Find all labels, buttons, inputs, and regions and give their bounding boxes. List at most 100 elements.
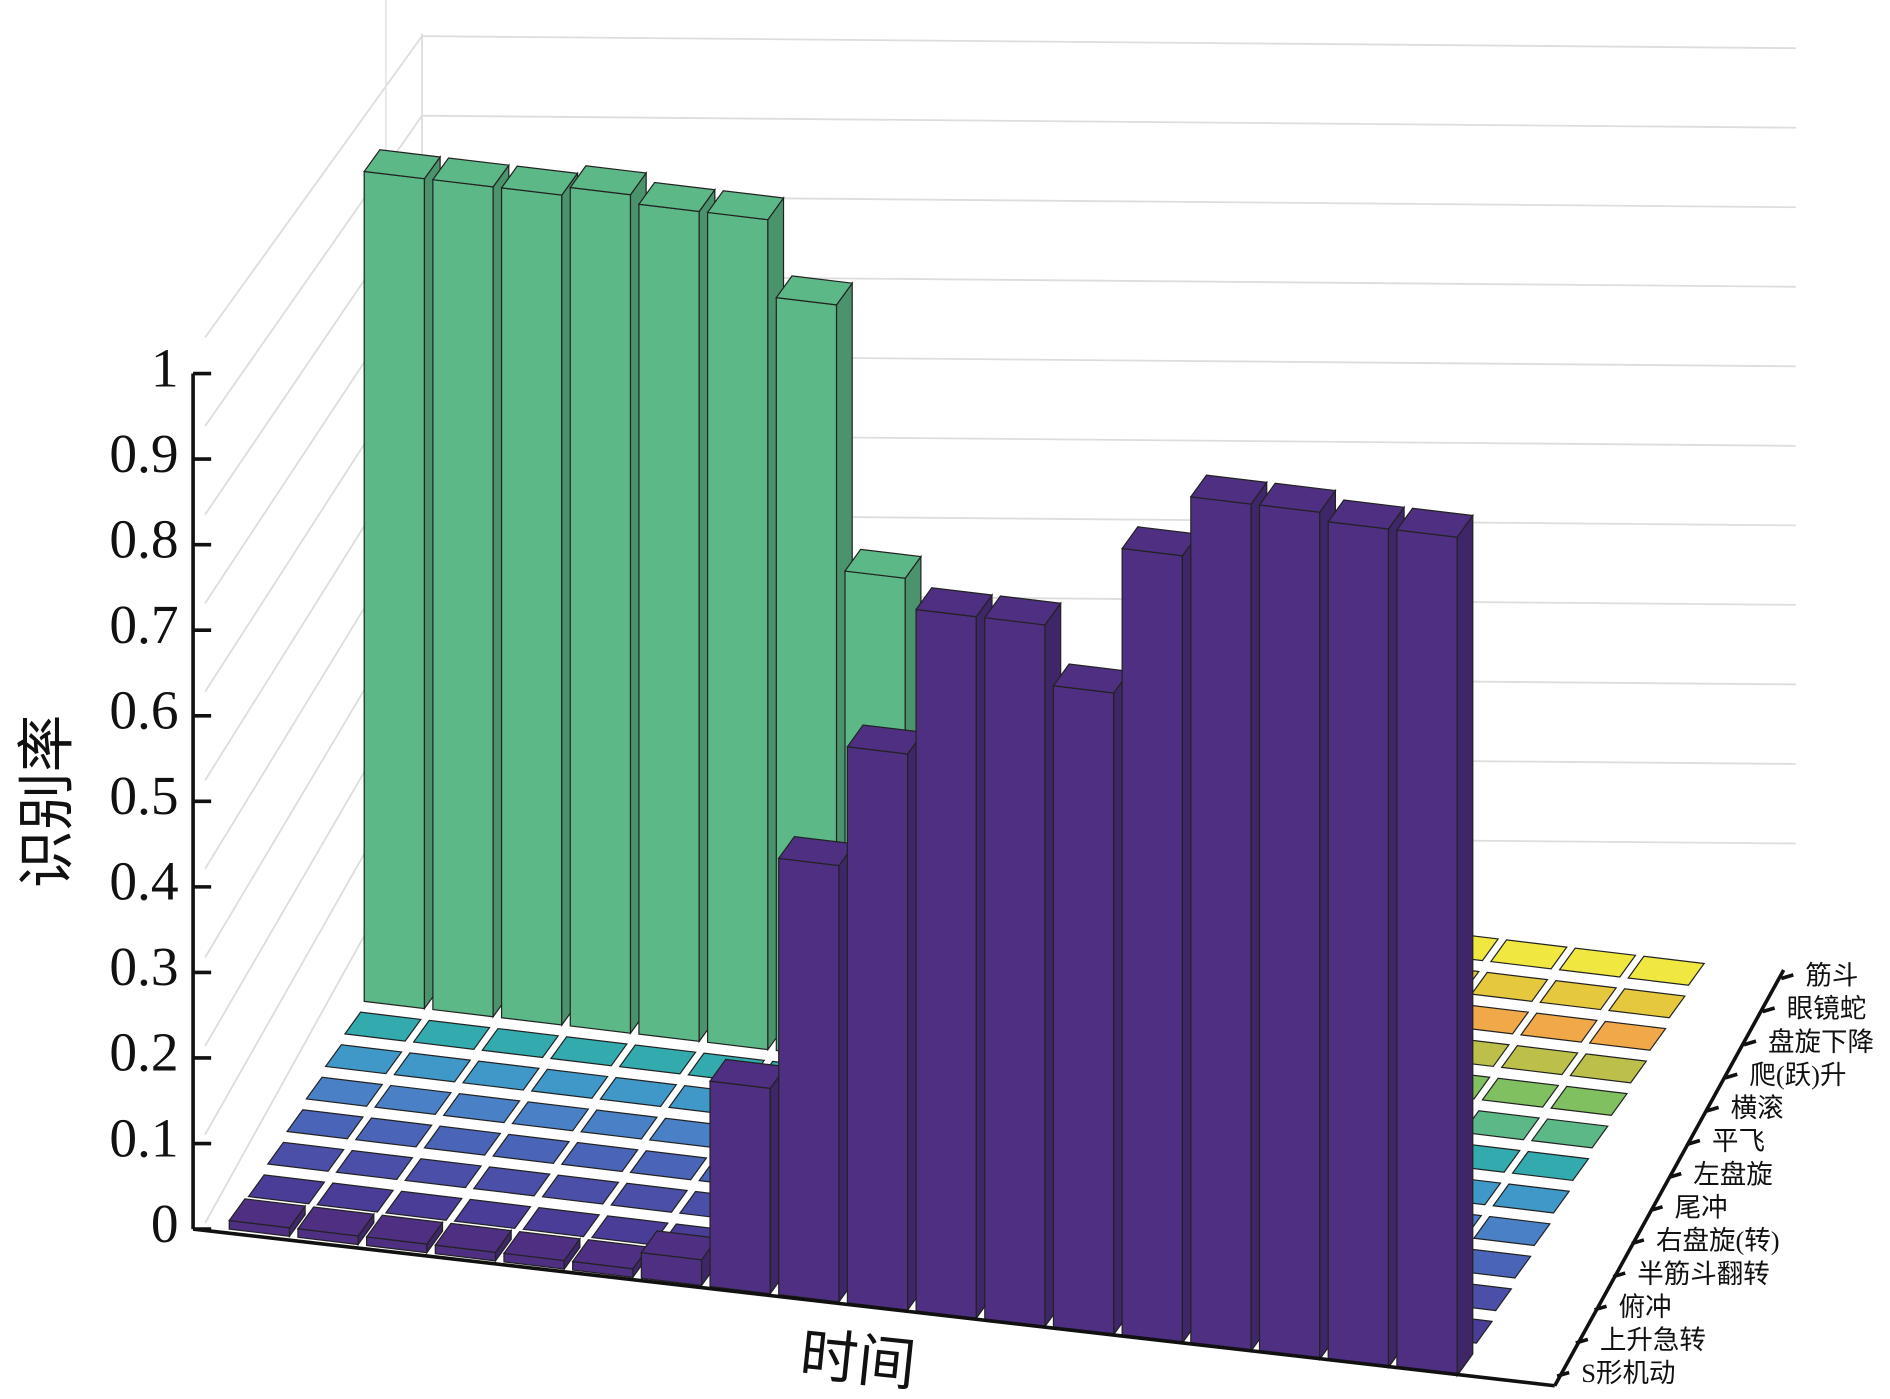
bar-front <box>1052 685 1115 1336</box>
bar <box>434 1222 513 1263</box>
y-tick-label: 平飞 <box>1712 1126 1765 1156</box>
bar-front <box>1121 547 1183 1344</box>
bar <box>530 1068 609 1099</box>
y-tick <box>1593 1304 1608 1312</box>
bar <box>285 1109 365 1140</box>
y-tick-label: 眼镜蛇 <box>1787 994 1867 1024</box>
bar-top <box>305 1076 384 1107</box>
bar <box>1395 507 1474 1378</box>
bar-front <box>432 178 494 1018</box>
bar-top <box>1462 1110 1541 1141</box>
bar-top <box>1530 1118 1609 1149</box>
y-tick-label: 盘旋下降 <box>1768 1027 1874 1057</box>
y-tick <box>1612 1271 1626 1279</box>
bar-top <box>316 1182 395 1213</box>
bar <box>571 1239 650 1280</box>
bar-top <box>1472 1215 1551 1247</box>
bar <box>1539 979 1618 1011</box>
bar <box>266 1141 345 1172</box>
bar-top <box>1492 1183 1571 1214</box>
bar <box>431 157 510 1019</box>
bar-top <box>914 587 994 618</box>
bar <box>500 165 579 1027</box>
bar-top <box>1470 971 1549 1002</box>
bar <box>305 1076 384 1107</box>
bar <box>1052 663 1131 1337</box>
y-tick-label: S形机动 <box>1581 1358 1675 1388</box>
bar-top <box>1511 1150 1590 1182</box>
bar <box>404 1158 483 1189</box>
bar-top <box>1569 1053 1648 1084</box>
y-tick <box>1631 1238 1645 1246</box>
y-tick-label: 左盘旋 <box>1693 1159 1773 1189</box>
bar-top <box>629 1150 708 1181</box>
bar-top <box>1489 939 1568 970</box>
bar-top <box>522 1207 601 1238</box>
bar-top <box>983 595 1062 626</box>
bar-top <box>296 1206 375 1237</box>
bar <box>1472 1215 1551 1247</box>
z-tick-label: 0.8 <box>109 508 178 569</box>
bar <box>914 587 994 1321</box>
bar-top <box>549 1036 628 1067</box>
bar-top <box>442 1093 521 1124</box>
bar-top <box>569 165 648 196</box>
bar-top <box>384 1190 463 1221</box>
bar-top <box>335 1149 414 1181</box>
bar <box>1588 1020 1667 1051</box>
bar <box>393 1052 472 1083</box>
bar-front <box>707 211 769 1051</box>
y-tick-label: 横滚 <box>1731 1093 1784 1123</box>
bar <box>706 190 785 1052</box>
z-tick-label: 1 <box>151 337 179 398</box>
bar-top <box>590 1215 669 1246</box>
bar-top <box>363 149 442 180</box>
bar <box>1189 474 1268 1353</box>
bar <box>1627 955 1706 986</box>
bar <box>365 1214 444 1255</box>
y-tick-label: 尾冲 <box>1675 1192 1728 1222</box>
bar <box>1481 1077 1560 1108</box>
bar-top <box>541 1174 620 1205</box>
bar-top <box>453 1198 532 1230</box>
bar <box>461 1060 541 1091</box>
bar <box>1327 499 1406 1370</box>
bar-top <box>404 1158 483 1189</box>
bar-top <box>1627 955 1706 986</box>
bar <box>296 1206 375 1247</box>
bar-top <box>500 165 579 196</box>
bar-top <box>610 1182 689 1213</box>
bar-top <box>1550 1085 1629 1116</box>
bar <box>549 1036 628 1067</box>
bar-front <box>984 617 1046 1328</box>
bar-top <box>1558 947 1637 978</box>
y-tick <box>1687 1138 1701 1146</box>
bar-top <box>393 1052 472 1083</box>
y-tick-label: 右盘旋(转) <box>1656 1226 1780 1256</box>
y-tick <box>1743 1039 1757 1047</box>
bar-top <box>324 1044 403 1075</box>
bar-top <box>1395 507 1474 538</box>
bar-top <box>492 1133 571 1164</box>
bar-top <box>365 1214 444 1245</box>
y-axis <box>1553 969 1786 1387</box>
bar <box>384 1190 463 1221</box>
bar <box>846 724 925 1312</box>
bar-top <box>423 1125 502 1156</box>
bar-front <box>915 608 977 1319</box>
bar-top <box>1189 474 1268 505</box>
bar-top <box>599 1076 678 1108</box>
y-tick <box>1762 1006 1776 1014</box>
z-axis-label: 识别率 <box>15 715 80 889</box>
axes: 0 0.1 0.2 0.3 0.4 0.5 0.6 0.7 0.8 0.9 1 S形机动上升急转俯冲半… <box>109 337 1874 1388</box>
bar <box>1489 939 1568 970</box>
bar <box>1511 1150 1590 1182</box>
bar <box>522 1207 601 1238</box>
bar-top <box>354 1117 433 1148</box>
bar <box>1550 1085 1629 1116</box>
bar <box>1500 1045 1579 1076</box>
bar <box>472 1166 551 1197</box>
bar-top <box>618 1044 697 1075</box>
bar <box>363 149 442 1011</box>
